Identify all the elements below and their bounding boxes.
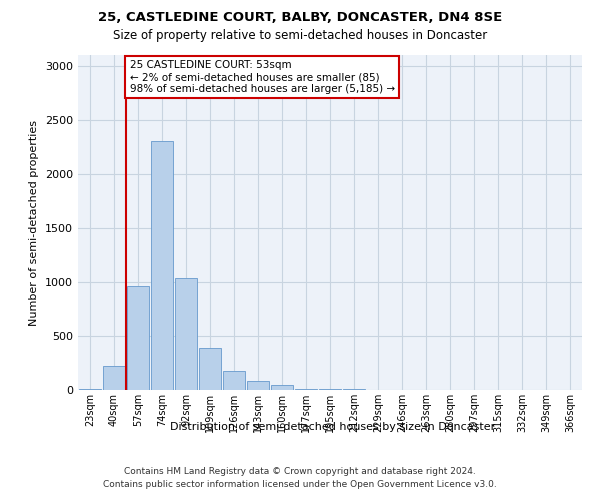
Text: Contains HM Land Registry data © Crown copyright and database right 2024.
Contai: Contains HM Land Registry data © Crown c…	[103, 467, 497, 489]
Bar	[247, 382, 269, 390]
Bar	[223, 371, 245, 390]
Text: Size of property relative to semi-detached houses in Doncaster: Size of property relative to semi-detach…	[113, 29, 487, 42]
Bar	[175, 278, 197, 390]
Bar	[271, 384, 293, 390]
Bar	[127, 286, 149, 390]
Text: 25 CASTLEDINE COURT: 53sqm
← 2% of semi-detached houses are smaller (85)
98% of : 25 CASTLEDINE COURT: 53sqm ← 2% of semi-…	[130, 60, 395, 94]
Bar	[295, 389, 317, 390]
Bar	[151, 142, 173, 390]
Text: Distribution of semi-detached houses by size in Doncaster: Distribution of semi-detached houses by …	[170, 422, 496, 432]
Text: 25, CASTLEDINE COURT, BALBY, DONCASTER, DN4 8SE: 25, CASTLEDINE COURT, BALBY, DONCASTER, …	[98, 11, 502, 24]
Bar	[103, 366, 125, 390]
Bar	[199, 348, 221, 390]
Y-axis label: Number of semi-detached properties: Number of semi-detached properties	[29, 120, 40, 326]
